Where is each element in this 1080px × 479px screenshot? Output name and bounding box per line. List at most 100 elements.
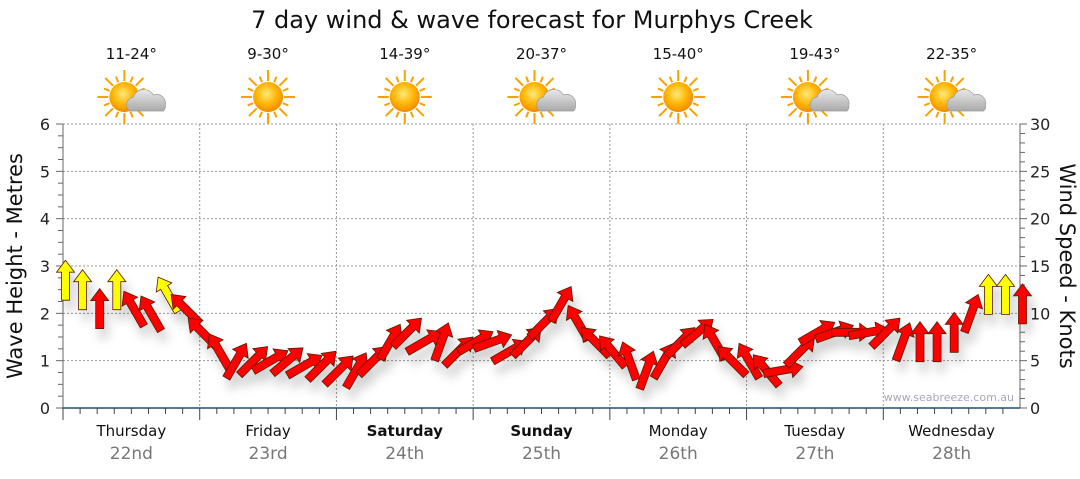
- sun-ray: [539, 111, 544, 118]
- right-tick-label: 20: [1030, 210, 1050, 229]
- sun-ray: [923, 102, 931, 107]
- sun-ray: [273, 111, 278, 118]
- sun-ray: [129, 111, 134, 118]
- sun-ray: [134, 77, 145, 87]
- left-tick-label: 6: [40, 115, 50, 134]
- wind-arrows: [55, 259, 1033, 391]
- sun-ray: [282, 87, 289, 92]
- sun-ray: [419, 102, 426, 107]
- day-labels: Thursday 22nd 11-24° Friday 23rd 9-30° Saturda…: [95, 45, 995, 464]
- sun-ray: [115, 76, 120, 83]
- sun-ray: [278, 107, 288, 117]
- sun-ray: [813, 76, 818, 83]
- sun-cloud-icon: [507, 70, 576, 124]
- cloud: [946, 89, 987, 112]
- wind-arrow: [107, 269, 127, 311]
- sun-ray: [384, 87, 391, 92]
- sun-ray: [692, 87, 699, 92]
- grid: [63, 123, 1020, 408]
- wind-arrow: [72, 269, 93, 311]
- wind-arrow: [891, 322, 915, 363]
- right-tick-label: 30: [1030, 115, 1050, 134]
- sun-ray: [104, 77, 114, 87]
- day-date: 24th: [385, 444, 424, 464]
- sun-ray: [513, 102, 521, 107]
- sun-ray: [924, 107, 935, 117]
- wind-arrow: [269, 347, 304, 378]
- day-temperature: 15-40°: [653, 45, 704, 63]
- sun-ray: [788, 77, 798, 87]
- sun-ray: [658, 77, 668, 87]
- sun-ray: [258, 76, 263, 83]
- wind-arrow: [868, 317, 901, 350]
- watermark: www.seabreeze.com.au: [884, 391, 1014, 404]
- sun-cloud-icon: [917, 70, 987, 124]
- sun-ray: [395, 111, 400, 118]
- right-tick-label: 0: [1030, 399, 1040, 418]
- sun-icon: [377, 70, 432, 124]
- sun-ray: [258, 111, 263, 118]
- wind-arrow: [580, 327, 613, 360]
- wind-arrow: [717, 346, 750, 379]
- day-name: Friday: [245, 422, 291, 440]
- sun-ray: [818, 77, 828, 87]
- cloud: [126, 89, 166, 112]
- wind-arrow: [472, 329, 513, 353]
- right-tick-label: 5: [1030, 352, 1040, 371]
- wind-arrow: [927, 321, 947, 363]
- wind-arrow: [222, 342, 249, 381]
- day-name: Thursday: [95, 422, 166, 440]
- sun-ray: [787, 87, 794, 92]
- day-date: 27th: [795, 444, 834, 464]
- sun-ray: [415, 107, 425, 117]
- day-temperature: 9-30°: [247, 45, 289, 63]
- sun-ray: [683, 111, 688, 118]
- sun-ray: [384, 77, 395, 87]
- sun-ray: [955, 77, 965, 87]
- sun-ray: [949, 111, 954, 118]
- wind-arrow: [960, 293, 984, 334]
- sun-icon: [241, 70, 296, 124]
- sun-ray: [658, 107, 668, 117]
- wind-arrow: [55, 259, 76, 301]
- left-tick-label: 2: [40, 304, 50, 323]
- wind-arrow: [617, 341, 641, 382]
- cloud: [809, 89, 850, 112]
- sun-ray: [248, 77, 258, 87]
- sun-ray: [384, 102, 391, 107]
- sun-ray: [688, 77, 699, 87]
- sun-ray: [248, 107, 258, 117]
- sun-disc: [253, 82, 284, 112]
- sun-ray: [409, 111, 415, 118]
- sun-ray: [247, 102, 254, 107]
- wind-arrow: [736, 342, 764, 381]
- sun-disc: [389, 82, 420, 112]
- wind-arrow: [321, 355, 354, 388]
- sun-ray: [419, 87, 426, 92]
- wind-arrow: [599, 335, 629, 370]
- wind-arrow: [89, 287, 110, 330]
- sun-ray: [103, 102, 110, 107]
- day-temperature: 19-43°: [789, 45, 840, 63]
- day-temperature: 11-24°: [106, 45, 157, 63]
- day-name: Wednesday: [908, 422, 995, 440]
- sun-ray: [657, 102, 664, 107]
- sun-ray: [525, 76, 530, 83]
- sun-ray: [247, 87, 254, 92]
- sun-ray: [798, 111, 803, 118]
- sun-ray: [539, 76, 544, 83]
- sun-ray: [935, 76, 940, 83]
- left-tick-label: 5: [40, 162, 50, 181]
- right-axis-label: Wind Speed - Knots: [1055, 163, 1079, 368]
- sun-ray: [104, 107, 114, 117]
- sun-ray: [514, 107, 524, 117]
- sun-ray: [278, 77, 288, 87]
- sun-ray: [513, 87, 521, 92]
- sun-cloud-icon: [97, 70, 166, 124]
- day-name: Sunday: [510, 422, 573, 440]
- sun-ray: [787, 102, 794, 107]
- sun-ray: [935, 111, 940, 118]
- day-temperature: 14-39°: [379, 45, 430, 63]
- sun-cloud-icon: [780, 70, 850, 124]
